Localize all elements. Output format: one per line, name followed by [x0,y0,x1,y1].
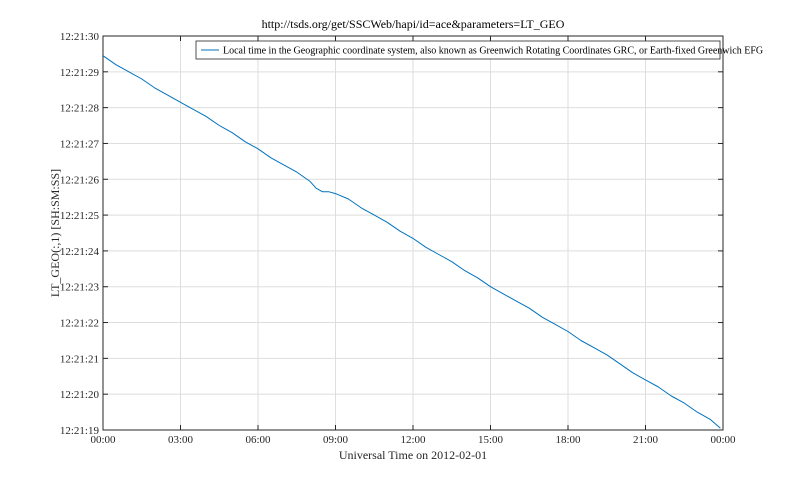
legend-box [195,40,721,60]
y-tick-label: 12:21:30 [60,31,100,43]
y-axis-label: LT_GEO(:,1) [SH:SM:SS] [48,169,62,297]
legend-entry: Local time in the Geographic coordinate … [223,46,763,57]
series-line [102,55,721,429]
y-tick-label: 12:21:19 [60,425,100,437]
x-axis-label: Universal Time on 2012-02-01 [339,448,487,462]
y-tick-label: 12:21:20 [60,389,100,401]
y-tick-label: 12:21:28 [60,103,100,115]
x-tick-label: 03:00 [168,434,194,446]
grid [103,36,723,430]
y-tick-label: 12:21:21 [60,353,99,365]
y-tick-label: 12:21:25 [60,210,100,222]
x-tick-label: 18:00 [555,434,581,446]
y-tick-label: 12:21:29 [60,67,100,79]
y-tick-label: 12:21:22 [60,318,99,330]
x-tick-label: 21:00 [633,434,659,446]
x-tick-label: 00:00 [90,434,116,446]
x-tick-label: 09:00 [323,434,349,446]
y-tick-label: 12:21:24 [60,246,100,258]
y-tick-labels: 12:21:19 12:21:20 12:21:21 12:21:22 12:21:23… [60,31,100,437]
y-tick-label: 12:21:27 [60,138,100,150]
y-tick-label: 12:21:26 [60,174,100,186]
x-tick-labels: 00:00 03:00 06:00 09:00 12:00 15:00 18:00 21:00… [90,434,736,446]
y-tick-label: 12:21:23 [60,282,100,294]
chart-title: http://tsds.org/get/SSCWeb/hapi/id=ace&p… [262,17,565,31]
x-tick-label: 00:00 [710,434,736,446]
x-tick-label: 12:00 [400,434,426,446]
x-tick-label: 06:00 [245,434,271,446]
axis-ticks [102,35,724,431]
x-tick-label: 15:00 [478,434,504,446]
series-lines [102,55,721,429]
legend: Local time in the Geographic coordinate … [195,40,763,60]
